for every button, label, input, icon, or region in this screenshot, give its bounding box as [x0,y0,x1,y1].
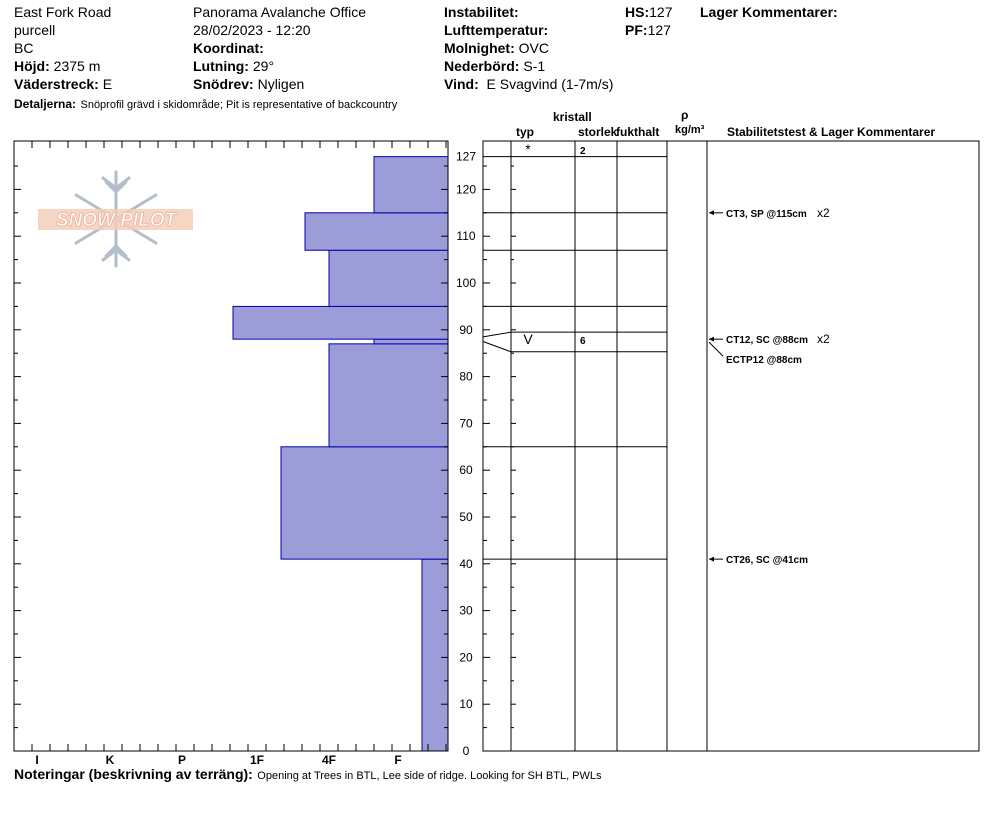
x-tick-label: 1F [250,753,264,767]
y-tick-label: 100 [456,276,476,290]
notes: Noteringar (beskrivning av terräng): Ope… [14,766,602,784]
drift-label: Snödrev: [193,76,254,92]
elevation-value: 2375 m [53,58,101,74]
y-tick-label: 120 [456,182,476,196]
stability-arrow [708,341,724,357]
y-tick-label: 30 [459,604,473,618]
y-tick-label: 40 [459,557,473,571]
y-tick-label: 10 [459,697,473,711]
wind-value: E Svagvind (1-7m/s) [486,76,614,92]
hardness-layer-bar [328,343,449,448]
precip-value: S-1 [523,58,546,74]
sky: Molnighet: OVC [444,40,549,56]
grain-type-symbol: V [523,331,533,347]
y-tick-label: 110 [456,229,475,243]
hardness-layer-bar [373,156,449,214]
slope-value: 29° [252,58,275,74]
y-tick-label: 0 [463,744,470,758]
x-tick-label: K [106,753,115,767]
hardness-layer-bar [421,558,449,752]
instability-label: Instabilitet: [444,4,519,20]
hardness-layer-bar [304,212,449,251]
stability-arrow-head [709,336,714,342]
size-header: storlek [578,125,618,139]
hs-label: HS: [625,4,650,20]
stability-test-label: CT26, SC @41cm [726,555,808,566]
stability-test-label: CT3, SP @115cm [726,209,807,220]
details: Detaljerna: Snöprofil grävd i skidområde… [14,95,397,113]
y-tick-label: 20 [459,650,473,664]
density-symbol: ρ [681,108,689,122]
stability-header: Stabilitetstest & Lager Kommentarer [727,125,936,139]
snowflake-logo-icon: SNOW PILOT [38,170,193,268]
grain-type-symbol: * [525,141,531,157]
y-tick-label: 127 [456,150,476,164]
sky-value: OVC [518,40,549,56]
hardness-layer-bar [328,249,449,307]
precip: Nederbörd: S-1 [444,58,545,74]
x-tick-label: F [394,753,401,767]
sky-label: Molnighet: [444,40,515,56]
pf-value: 127 [647,22,671,38]
crystal-header: kristall [553,110,592,124]
stability-arrow-head [709,210,714,216]
datetime: 28/02/2023 - 12:20 [193,22,311,38]
y-tick-label: 90 [459,323,473,337]
hardness-layer-bar [280,446,449,560]
stability-test-multiplier: x2 [817,332,830,346]
pf-label: PF: [625,22,648,38]
grain-size-value: 2 [580,146,586,157]
elevation-label: Höjd: [14,58,50,74]
aspect-label: Väderstreck: [14,76,99,92]
type-header: typ [516,125,534,139]
moisture-header: fukthalt [616,125,660,139]
grain-size-value: 6 [580,336,586,347]
details-label: Detaljerna: [14,97,77,111]
air-temp-label: Lufttemperatur: [444,22,549,38]
y-tick-label: 80 [459,370,473,384]
hs-value: 127 [649,4,673,20]
notes-value: Opening at Trees in BTL, Lee side of rid… [257,770,602,782]
slope-label: Lutning: [193,58,249,74]
layer-connector-line [482,341,512,353]
layer-table-frame [482,140,980,752]
x-tick-label: P [178,753,186,767]
state: BC [14,40,34,56]
aspect: Väderstreck: E [14,76,112,92]
wind-label: Vind: [444,76,479,92]
coordinate-label: Koordinat: [193,40,264,56]
details-value: Snöprofil grävd i skidområde; Pit is rep… [80,99,398,111]
aspect-value: E [102,76,113,92]
layer-comments-label: Lager Kommentarer: [700,4,838,20]
stability-test-label: CT12, SC @88cm [726,335,808,346]
stability-arrow-head [709,556,714,562]
wind: Vind: E Svagvind (1-7m/s) [444,76,613,92]
precip-label: Nederbörd: [444,58,520,74]
mountain-range: purcell [14,22,56,38]
pf: PF:127 [625,22,671,38]
y-tick-label: 70 [459,416,473,430]
elevation: Höjd: 2375 m [14,58,100,74]
stability-test-multiplier: x2 [817,206,830,220]
slope: Lutning: 29° [193,58,274,74]
stability-test-label: ECTP12 @88cm [726,355,802,366]
hardness-layer-bar [232,305,449,340]
density-unit: kg/m³ [675,124,705,136]
location-name: East Fork Road [14,4,112,20]
drift: Snödrev: Nyligen [193,76,304,92]
layer-connector-line [482,331,512,338]
notes-label: Noteringar (beskrivning av terräng): [14,766,253,782]
hardness-layer-bar [373,338,449,345]
y-tick-label: 60 [459,463,473,477]
office: Panorama Avalanche Office [193,4,367,20]
hardness-plot-frame [13,140,449,752]
drift-value: Nyligen [257,76,305,92]
hs: HS:127 [625,4,672,20]
x-tick-label: I [35,753,38,767]
y-tick-label: 50 [459,510,473,524]
x-tick-label: 4F [322,753,336,767]
logo-text: SNOW PILOT [56,210,178,231]
